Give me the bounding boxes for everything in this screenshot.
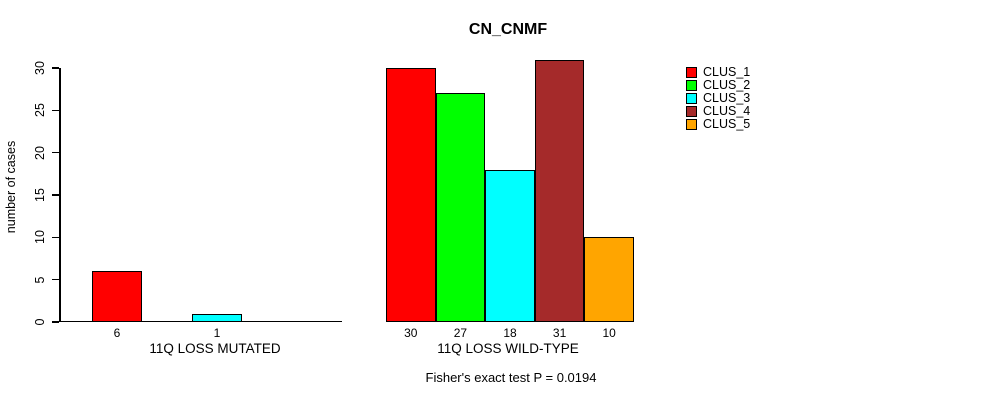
y-tick-mark	[52, 67, 59, 69]
y-tick-mark	[52, 236, 59, 239]
y-tick-label: 10	[33, 230, 47, 245]
bar-value-label: 30	[404, 326, 418, 340]
y-tick-label: 25	[33, 103, 47, 118]
fisher-test-annotation: Fisher's exact test P = 0.0194	[425, 370, 597, 385]
bar-value-label: 27	[453, 326, 468, 340]
chart-title: CN_CNMF	[468, 21, 548, 38]
y-tick-label: 20	[33, 145, 47, 160]
y-tick-mark	[52, 194, 59, 196]
legend-swatch-clus_4	[686, 106, 697, 117]
y-tick-mark	[52, 151, 59, 154]
bar-value-label: 31	[552, 326, 567, 340]
y-tick-label: 0	[33, 318, 47, 326]
bar-clus_5	[584, 237, 634, 322]
bar-clus_3	[485, 169, 535, 322]
bar-value-label: 1	[213, 326, 221, 340]
bar-value-label: 18	[503, 326, 517, 340]
y-axis-line	[59, 68, 61, 322]
group-label: 11Q LOSS WILD-TYPE	[437, 341, 579, 356]
y-tick-label: 5	[33, 276, 47, 284]
legend-label: CLUS_5	[703, 117, 751, 131]
bar-clus_2	[435, 93, 486, 322]
legend-swatch-clus_2	[686, 80, 697, 91]
y-axis-label: number of cases	[4, 140, 18, 234]
legend-swatch-clus_1	[686, 67, 697, 78]
y-tick-mark	[52, 321, 59, 323]
legend-label: CLUS_1	[703, 65, 751, 79]
legend-swatch-clus_3	[686, 93, 697, 104]
y-tick-mark	[52, 109, 59, 112]
bar-value-label: 10	[602, 326, 616, 340]
bar-clus_1	[92, 271, 142, 322]
y-tick-label: 15	[33, 188, 47, 202]
legend-label: CLUS_4	[703, 104, 751, 118]
bar-value-label: 6	[113, 326, 121, 340]
legend-label: CLUS_3	[703, 91, 751, 105]
group-label: 11Q LOSS MUTATED	[149, 341, 281, 356]
y-tick-mark	[52, 278, 59, 281]
bar-clus_4	[534, 59, 585, 322]
legend-label: CLUS_2	[703, 78, 751, 92]
bar-clus_3	[192, 313, 242, 322]
legend-swatch-clus_5	[686, 119, 697, 130]
bar-clus_1	[386, 68, 436, 322]
y-tick-label: 30	[33, 61, 47, 75]
